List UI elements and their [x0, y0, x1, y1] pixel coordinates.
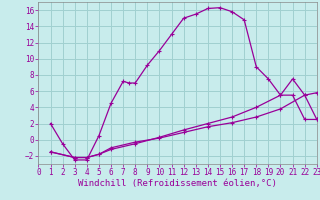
X-axis label: Windchill (Refroidissement éolien,°C): Windchill (Refroidissement éolien,°C) [78, 179, 277, 188]
